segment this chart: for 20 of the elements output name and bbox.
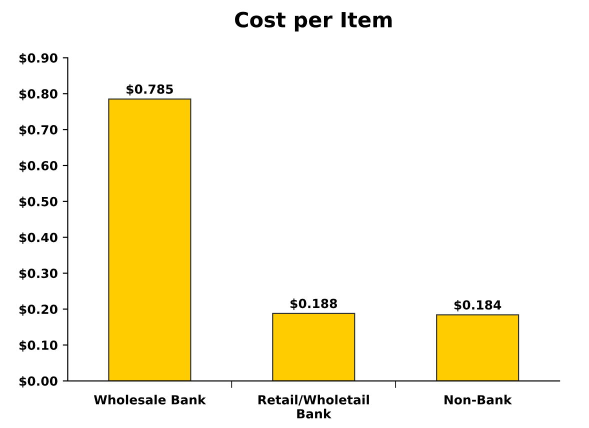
data-label: $0.188 [290,298,337,310]
data-label: $0.785 [126,84,173,96]
y-tick-label: $0.60 [19,160,58,172]
bar [108,98,192,381]
x-tick-label: Non-Bank [444,394,512,404]
y-tick-label: $0.80 [19,88,58,100]
chart-title: Cost per Item [235,12,392,32]
y-tick-label: $0.00 [19,376,58,388]
y-tick-label: $0.40 [19,232,58,244]
y-tick-label: $0.50 [19,196,58,208]
y-tick-label: $0.70 [19,124,58,136]
data-label: $0.184 [454,300,502,312]
x-tick-label: Wholesale Bank [94,394,206,404]
y-tick-label: $0.10 [19,340,58,352]
y-tick-label: $0.90 [19,53,58,64]
x-tick-label: Retail/Wholetail Bank [258,394,369,418]
bar [436,314,520,381]
y-tick-label: $0.30 [19,268,58,280]
bar [272,312,356,381]
y-tick-label: $0.20 [19,304,58,316]
